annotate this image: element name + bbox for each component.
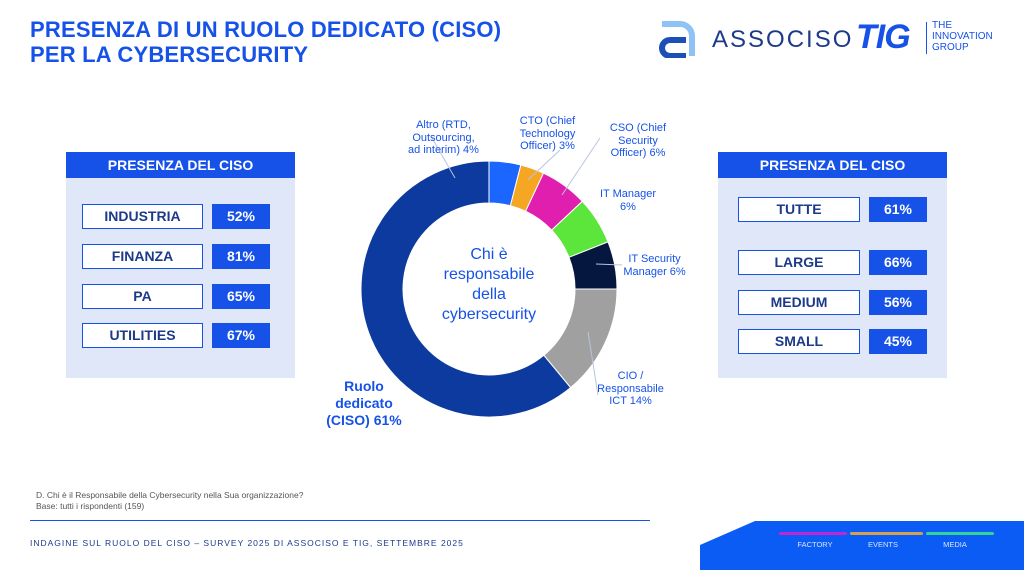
row-value: 81% (212, 244, 270, 269)
tig-subtitle: THE INNOVATION GROUP (932, 20, 993, 53)
slice-label-line: ICT 14% (609, 395, 652, 407)
row-label: TUTTE (738, 197, 860, 222)
donut-center-text: Chi è responsabile della cybersecurity (424, 245, 554, 325)
center-line: della (472, 286, 506, 303)
row-value: 65% (212, 284, 270, 309)
panel-row: LARGE 66% (718, 250, 947, 275)
panel-row: UTILITIES 67% (66, 323, 295, 348)
panel-row: INDUSTRIA 52% (66, 204, 295, 229)
slice-label-line: Outsourcing, (412, 131, 475, 144)
leader-line (561, 137, 601, 196)
row-value: 56% (869, 290, 927, 315)
base-text: Base: tutti i rispondenti (159) (36, 501, 145, 511)
row-value: 61% (869, 197, 927, 222)
tig-logo: TIG (856, 18, 911, 56)
slice-label-line: Security (618, 134, 658, 147)
slice-label-line: CTO (Chief (519, 115, 576, 127)
slice-label: IT Manager 6% (598, 188, 658, 213)
slice-label-line: Technology (519, 127, 576, 140)
divider (926, 22, 927, 54)
slice-label-line: Officer) 3% (520, 140, 575, 152)
slice-label-line: IT Manager (599, 188, 657, 200)
tig-sub-line: INNOVATION (932, 31, 993, 42)
row-label: LARGE (738, 250, 860, 275)
row-label: MEDIUM (738, 290, 860, 315)
leader-line (595, 263, 623, 266)
slice-label-line: Altro (RTD, (416, 119, 471, 131)
row-label: PA (82, 284, 203, 309)
events-bar (850, 532, 923, 535)
title-line-2: PER LA CYBERSECURITY (30, 42, 309, 67)
row-value: 52% (212, 204, 270, 229)
slice-label-line: IT Security (628, 253, 681, 265)
title-line-1: PRESENZA DI UN RUOLO DEDICATO (CISO) (30, 17, 502, 42)
leader-line (431, 137, 456, 179)
slice-label-line: CIO / (617, 370, 644, 382)
center-line: Chi è (470, 246, 508, 263)
leader-line (527, 149, 561, 181)
question-text: D. Chi è il Responsabile della Cybersecu… (36, 490, 304, 500)
right-panel-sizes: PRESENZA DEL CISO TUTTE 61% LARGE 66% MEDIUM… (718, 152, 947, 378)
associso-logo-icon (659, 21, 695, 58)
panel-row: MEDIUM 56% (718, 290, 947, 315)
panel-header: PRESENZA DEL CISO (66, 152, 295, 178)
slice-label-line: Manager 6% (623, 265, 686, 278)
media-bar (926, 532, 994, 535)
footnote: D. Chi è il Responsabile della Cybersecu… (36, 490, 303, 512)
donut-slice (360, 160, 572, 418)
page-title: PRESENZA DI UN RUOLO DEDICATO (CISO) PER … (30, 17, 501, 67)
panel-row: FINANZA 81% (66, 244, 295, 269)
slice-label-ciso: Ruolo dedicato (CISO) 61% (318, 378, 410, 429)
slice-label: CIO / Responsabile ICT 14% (588, 370, 673, 408)
row-value: 66% (869, 250, 927, 275)
row-label: SMALL (738, 329, 860, 354)
left-panel-sectors: PRESENZA DEL CISO INDUSTRIA 52% FINANZA 81%… (66, 152, 295, 378)
slice-label-line: (CISO) 61% (326, 412, 402, 428)
slice-label-line: Officer) 6% (610, 147, 666, 159)
survey-caption: INDAGINE SUL RUOLO DEL CISO – SURVEY 202… (30, 538, 464, 548)
factory-bar (779, 532, 847, 535)
slice-label-line: dedicato (335, 395, 393, 411)
leader-line (587, 331, 599, 396)
slice-label-line: Ruolo (344, 378, 384, 394)
slice-label-line: Responsabile (597, 382, 664, 395)
brand-media: MEDIA (943, 540, 967, 549)
center-line: cybersecurity (441, 306, 537, 323)
row-label: UTILITIES (82, 323, 203, 348)
divider (30, 520, 650, 521)
center-line: responsabile (443, 266, 535, 283)
row-label: INDUSTRIA (82, 204, 203, 229)
slice-label-line: CSO (Chief (609, 122, 667, 134)
panel-row: PA 65% (66, 284, 295, 309)
tig-sub-line: THE (932, 20, 952, 31)
panel-header: PRESENZA DEL CISO (718, 152, 947, 178)
row-label: FINANZA (82, 244, 203, 269)
row-value: 45% (869, 329, 927, 354)
slice-label: IT Security Manager 6% (612, 253, 697, 278)
row-value: 67% (212, 323, 270, 348)
slice-label: CSO (Chief Security Officer) 6% (598, 122, 678, 160)
panel-row: TUTTE 61% (718, 197, 947, 222)
brand-events: EVENTS (867, 540, 898, 549)
slice-label: Altro (RTD, Outsourcing, ad interim) 4% (396, 119, 491, 157)
associso-logo: ASSOCISO (712, 26, 854, 53)
slice-label-line: ad interim) 4% (408, 144, 479, 156)
tig-sub-line: GROUP (932, 42, 969, 53)
slice-label: CTO (Chief Technology Officer) 3% (510, 115, 585, 153)
slice-label-line: 6% (620, 200, 636, 213)
panel-row: SMALL 45% (718, 329, 947, 354)
brand-factory: FACTORY (797, 540, 833, 549)
